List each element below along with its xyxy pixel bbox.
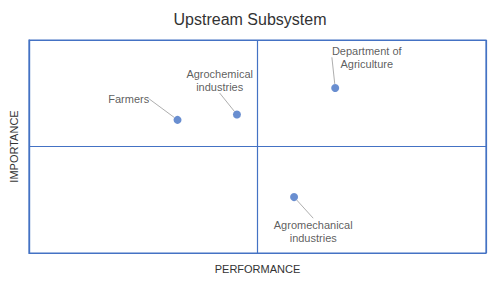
svg-text:Agriculture: Agriculture bbox=[340, 58, 393, 70]
svg-text:Department of: Department of bbox=[332, 45, 403, 57]
svg-text:Agrochemical: Agrochemical bbox=[186, 68, 253, 80]
svg-text:Farmers: Farmers bbox=[108, 93, 149, 105]
svg-text:PERFORMANCE: PERFORMANCE bbox=[215, 263, 301, 275]
svg-text:industries: industries bbox=[290, 232, 338, 244]
svg-text:Agromechanical: Agromechanical bbox=[274, 219, 353, 231]
svg-text:Upstream Subsystem: Upstream Subsystem bbox=[174, 11, 327, 28]
svg-text:IMPORTANCE: IMPORTANCE bbox=[8, 110, 20, 182]
svg-text:industries: industries bbox=[196, 81, 244, 93]
